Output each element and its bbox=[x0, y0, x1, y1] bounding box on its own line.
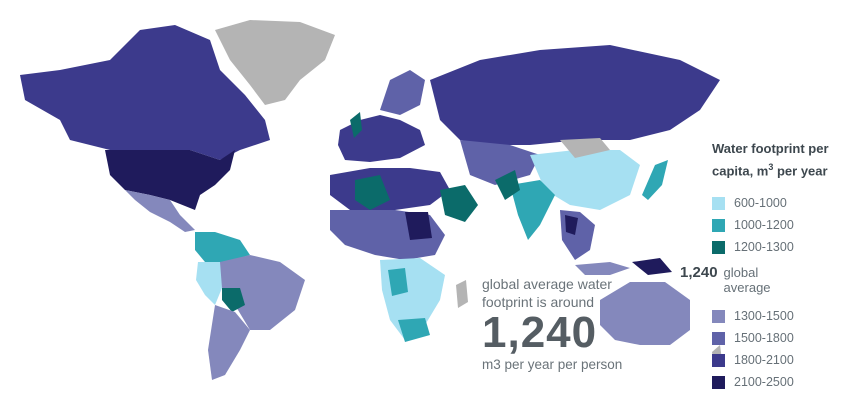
region-madagascar bbox=[456, 280, 468, 308]
legend-title-line2-rest: per year bbox=[773, 163, 828, 179]
legend-global-average: 1,240 global average bbox=[680, 264, 806, 295]
region-saudi bbox=[440, 185, 478, 222]
region-algeria bbox=[355, 175, 390, 210]
legend-item: 1200-1300 bbox=[712, 236, 838, 258]
legend-title: Water footprint per capita, m3 per year bbox=[712, 140, 838, 180]
legend-item: 2100-2500 bbox=[712, 371, 838, 393]
region-south-africa bbox=[398, 318, 430, 342]
region-scandinavia bbox=[380, 70, 425, 115]
region-pakistan bbox=[495, 170, 520, 200]
legend-label: 1300-1500 bbox=[734, 309, 794, 324]
region-canada bbox=[20, 25, 270, 160]
global-average-annotation: global average water footprint is around… bbox=[482, 275, 672, 373]
region-bolivia bbox=[222, 288, 245, 312]
legend-title-line2: capita, m bbox=[712, 163, 769, 179]
region-australia bbox=[600, 282, 690, 345]
legend-title-line1: Water footprint per bbox=[712, 141, 829, 156]
region-south-america-south bbox=[208, 305, 250, 380]
region-china bbox=[530, 150, 640, 210]
annotation-line2: footprint is around bbox=[482, 294, 595, 310]
annotation-line1: global average water bbox=[482, 276, 612, 292]
region-peru bbox=[196, 262, 222, 305]
legend-swatch bbox=[712, 218, 725, 232]
region-india bbox=[510, 180, 555, 240]
legend-label: 600-1000 bbox=[734, 196, 787, 211]
legend-title-superscript: 3 bbox=[768, 162, 774, 172]
region-sudan bbox=[405, 212, 432, 240]
region-north-africa bbox=[330, 168, 450, 210]
region-papua-new-guinea bbox=[632, 258, 672, 275]
annotation-unit: m3 per year per person bbox=[482, 357, 623, 372]
region-russia bbox=[430, 45, 720, 145]
legend-swatch bbox=[712, 196, 725, 210]
region-thailand bbox=[565, 215, 578, 235]
legend-swatch bbox=[712, 240, 725, 254]
legend-swatch bbox=[712, 353, 725, 367]
legend-label: 1000-1200 bbox=[734, 218, 794, 233]
annotation-value: 1,240 bbox=[482, 308, 598, 357]
region-mexico bbox=[125, 190, 195, 232]
legend-label: 1200-1300 bbox=[734, 240, 794, 255]
region-south-america-north bbox=[195, 232, 250, 262]
region-uk bbox=[350, 112, 362, 138]
legend-item: 1300-1500 bbox=[712, 305, 838, 327]
legend-item: 600-1000 bbox=[712, 192, 838, 214]
region-usa bbox=[105, 150, 235, 210]
legend-label: 1800-2100 bbox=[734, 353, 794, 368]
legend-average-label: global average bbox=[723, 265, 771, 296]
region-mongolia bbox=[560, 138, 610, 158]
region-greenland bbox=[215, 20, 335, 105]
legend-swatch bbox=[712, 331, 725, 345]
legend-item: 1800-2100 bbox=[712, 349, 838, 371]
legend-swatch bbox=[712, 375, 725, 389]
legend-item: 1000-1200 bbox=[712, 214, 838, 236]
region-brazil bbox=[220, 255, 305, 330]
region-central-asia bbox=[460, 140, 540, 185]
legend-swatch bbox=[712, 309, 725, 323]
legend-label: 1500-1800 bbox=[734, 331, 794, 346]
legend-item: 1500-1800 bbox=[712, 327, 838, 349]
legend-label: 2100-2500 bbox=[734, 375, 794, 390]
legend: Water footprint per capita, m3 per year … bbox=[680, 140, 838, 393]
region-angola bbox=[388, 268, 408, 296]
legend-average-value: 1,240 bbox=[680, 264, 718, 282]
region-indonesia bbox=[575, 262, 630, 275]
region-japan bbox=[642, 160, 668, 200]
